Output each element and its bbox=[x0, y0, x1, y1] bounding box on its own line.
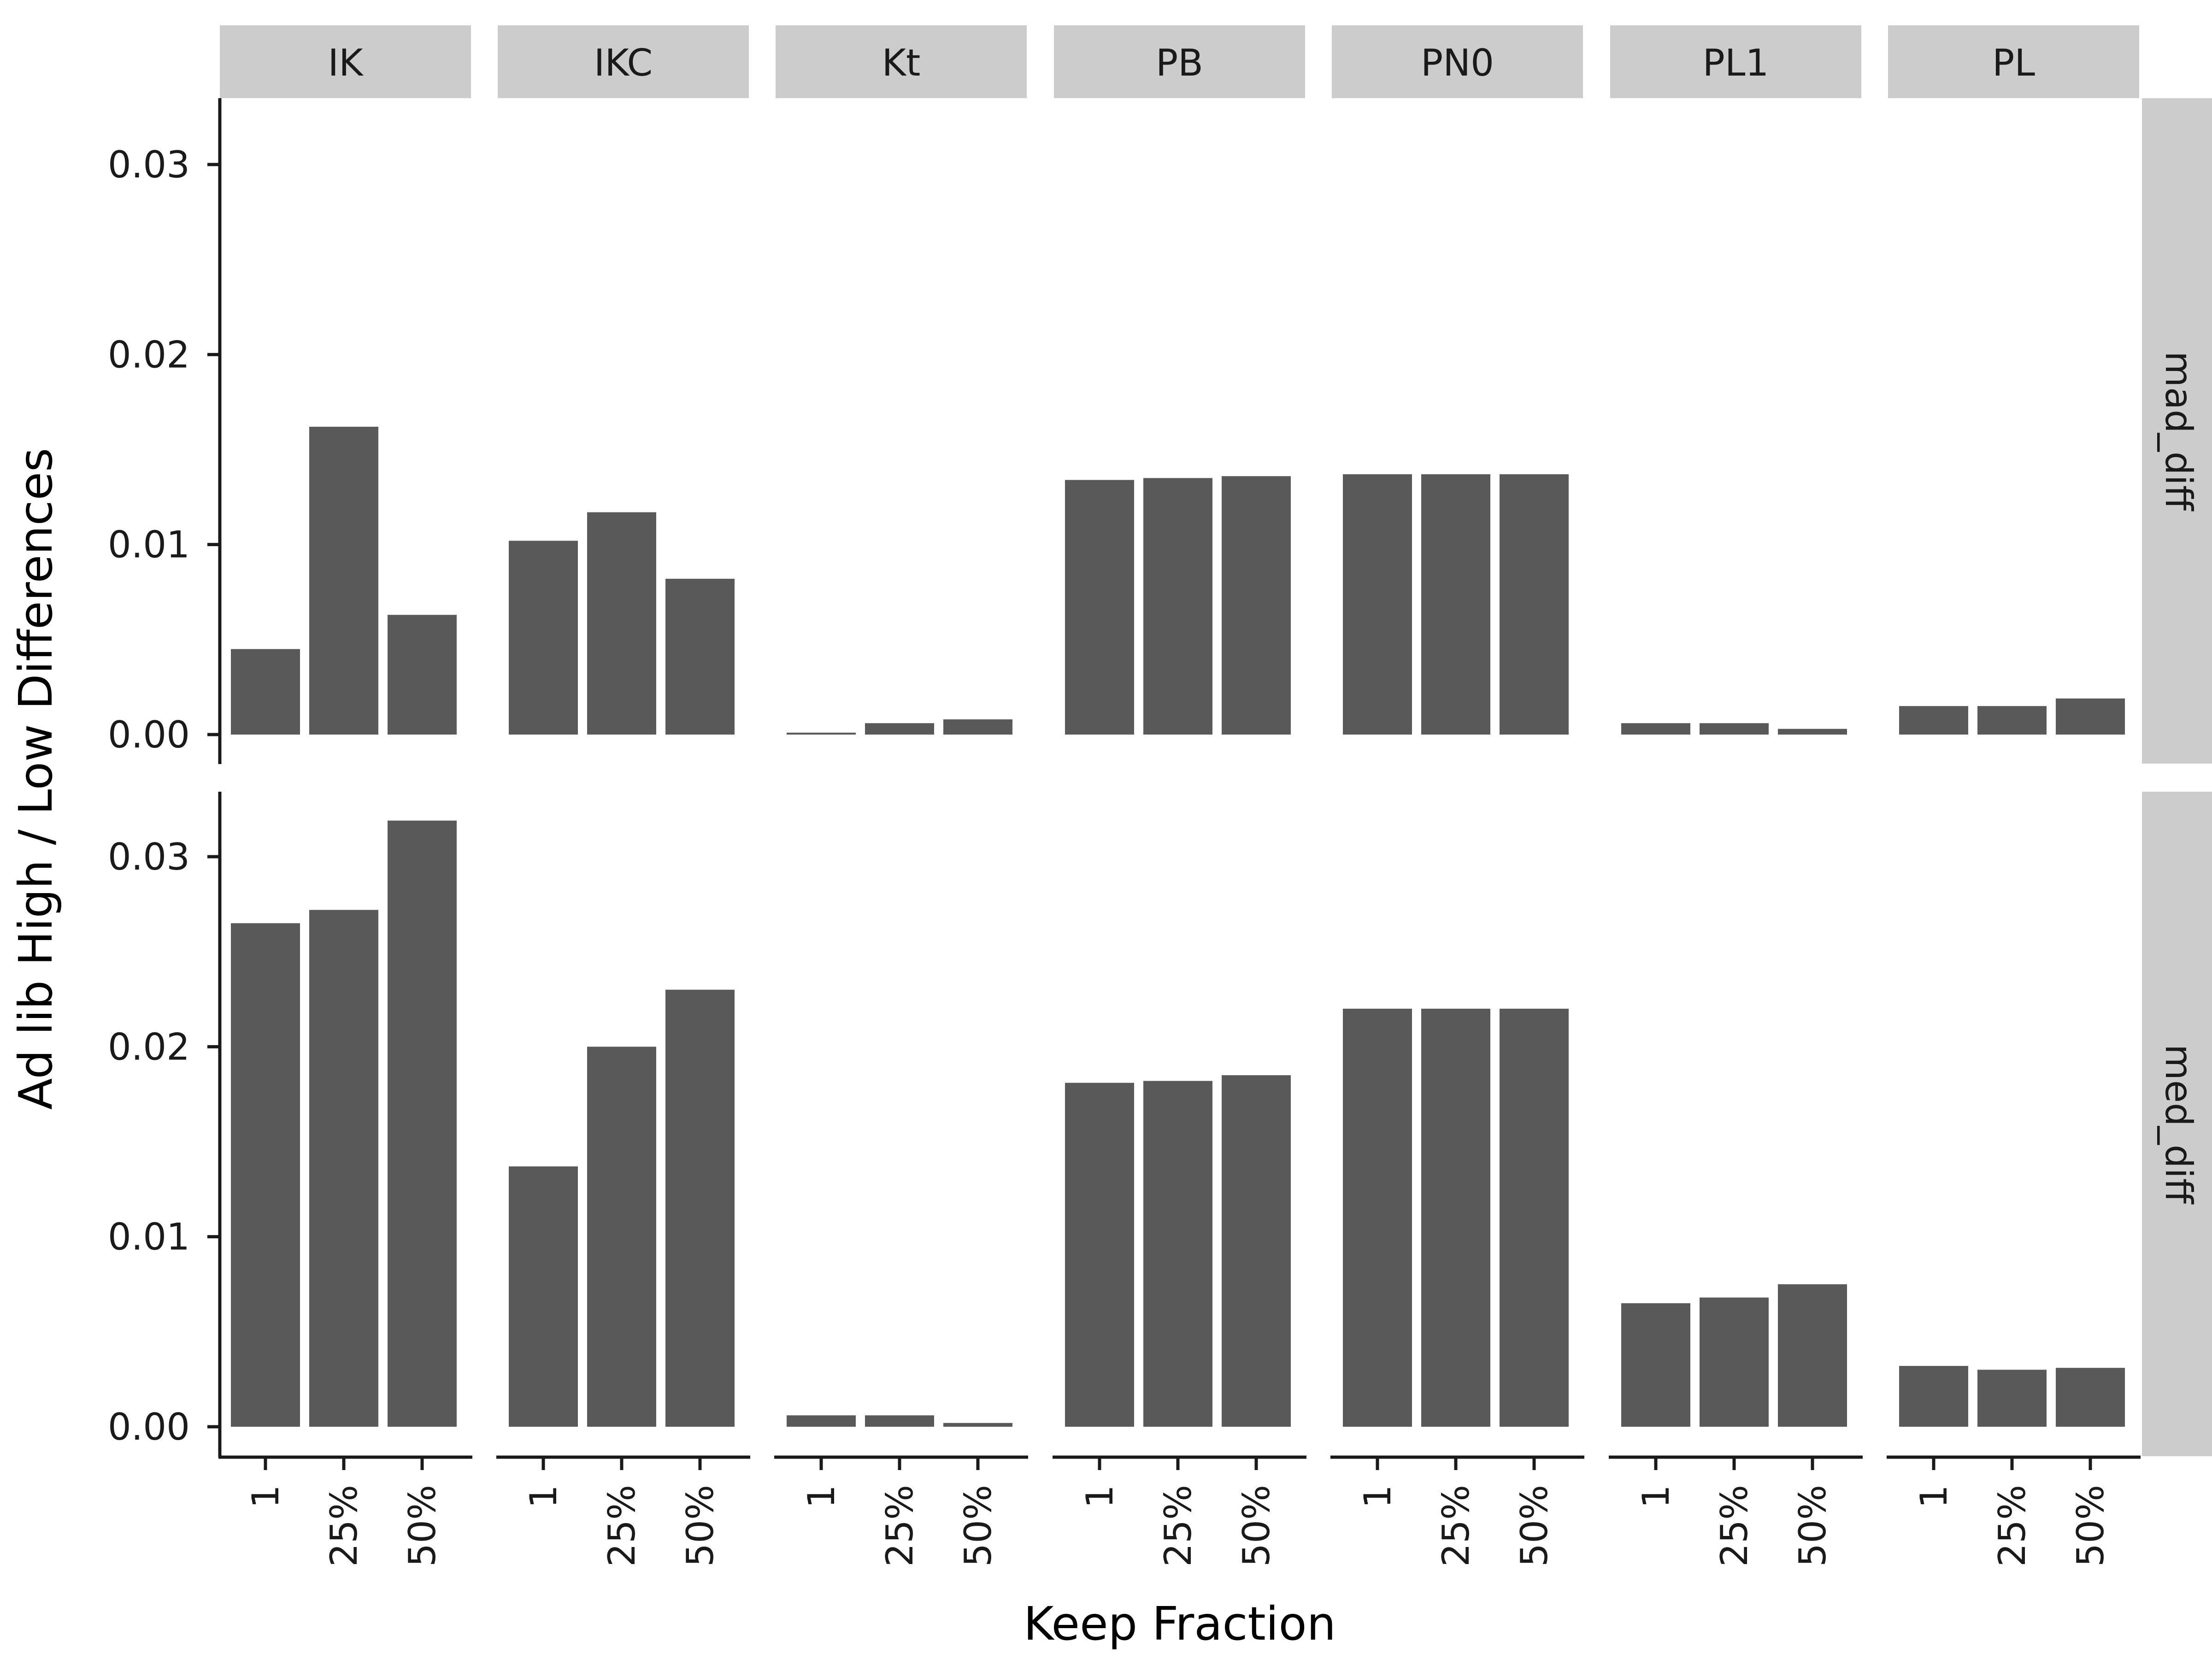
facet-strip-pl bbox=[1888, 25, 2139, 98]
bar-med-diff-pl-0 bbox=[1899, 1366, 1968, 1427]
x-tick-label: 50% bbox=[1235, 1485, 1278, 1567]
row-label-med-diff: med_diff bbox=[2157, 1044, 2200, 1205]
y-tick-label: 0.02 bbox=[108, 333, 190, 376]
bar-mad-diff-ik-1 bbox=[309, 427, 378, 735]
bar-med-diff-pn0-1 bbox=[1421, 1008, 1490, 1427]
bar-mad-diff-pl1-2 bbox=[1778, 729, 1847, 735]
x-tick-label: 25% bbox=[1991, 1485, 2034, 1567]
bar-mad-diff-pl-0 bbox=[1899, 706, 1968, 735]
x-tick-label: 1 bbox=[1912, 1485, 1955, 1508]
x-tick-label: 1 bbox=[1635, 1485, 1677, 1508]
bar-mad-diff-kt-1 bbox=[865, 723, 934, 735]
facet-label-pb: PB bbox=[1156, 41, 1203, 84]
bar-med-diff-kt-2 bbox=[943, 1423, 1012, 1427]
y-axis-ticks: 0.00 0.01 0.02 0.03 0.00 0.01 0.02 0.03 bbox=[108, 143, 220, 1448]
x-tick-label: 25% bbox=[1435, 1485, 1477, 1567]
bar-mad-diff-pl1-0 bbox=[1621, 723, 1690, 735]
bar-med-diff-ikc-0 bbox=[509, 1166, 578, 1427]
facet-strip-pl1 bbox=[1610, 25, 1861, 98]
bar-mad-diff-pl-1 bbox=[1977, 706, 2047, 735]
bar-mad-diff-ikc-2 bbox=[665, 578, 735, 735]
x-tick-label: 50% bbox=[2069, 1485, 2112, 1567]
y-tick-label: 0.01 bbox=[108, 1216, 190, 1259]
x-tick-label: 50% bbox=[957, 1485, 1000, 1567]
x-tick-label: 1 bbox=[244, 1485, 287, 1508]
bar-mad-diff-pb-1 bbox=[1143, 478, 1212, 735]
column-strips: IK IKC Kt PB PN0 PL1 PL bbox=[220, 25, 2139, 98]
x-tick-label: 25% bbox=[1157, 1485, 1200, 1567]
x-axis-ticks: 1 25% 50% 1 25% 50% 1 25% 50% 1 25% 50% 1 25% 50% 1 25% 5… bbox=[244, 1457, 2112, 1567]
y-axis-title: Ad lib High / Low Differences bbox=[9, 448, 63, 1110]
x-tick-label: 1 bbox=[522, 1485, 565, 1508]
bar-med-diff-ikc-1 bbox=[587, 1047, 656, 1427]
bars bbox=[231, 427, 2125, 1427]
bar-med-diff-pl-2 bbox=[2056, 1368, 2125, 1427]
bar-mad-diff-ik-0 bbox=[231, 649, 300, 735]
bar-mad-diff-pb-2 bbox=[1222, 476, 1291, 735]
facet-label-pl: PL bbox=[1992, 41, 2035, 84]
bar-med-diff-pl1-0 bbox=[1621, 1303, 1690, 1427]
y-tick-label: 0.01 bbox=[108, 524, 190, 566]
bar-med-diff-pb-1 bbox=[1143, 1081, 1212, 1427]
bar-mad-diff-kt-0 bbox=[787, 732, 856, 735]
x-tick-label: 1 bbox=[800, 1485, 843, 1508]
facet-strip-pb bbox=[1054, 25, 1305, 98]
bar-med-diff-ikc-2 bbox=[665, 989, 735, 1427]
bar-med-diff-pl1-2 bbox=[1778, 1284, 1847, 1427]
bar-mad-diff-pn0-2 bbox=[1500, 474, 1569, 735]
bar-med-diff-ik-0 bbox=[231, 923, 300, 1427]
x-tick-label: 25% bbox=[323, 1485, 365, 1567]
bar-med-diff-pb-2 bbox=[1222, 1075, 1291, 1427]
bar-mad-diff-pn0-0 bbox=[1343, 474, 1412, 735]
facet-label-pn0: PN0 bbox=[1421, 41, 1494, 84]
bar-med-diff-pl1-1 bbox=[1700, 1297, 1769, 1427]
bar-med-diff-kt-1 bbox=[865, 1415, 934, 1427]
bar-med-diff-pn0-0 bbox=[1343, 1008, 1412, 1427]
y-tick-label: 0.02 bbox=[108, 1025, 190, 1068]
row-strips: mad_diff med_diff bbox=[2142, 98, 2212, 1456]
x-tick-label: 50% bbox=[1791, 1485, 1834, 1567]
bar-med-diff-pl-1 bbox=[1977, 1370, 2047, 1427]
y-tick-label: 0.00 bbox=[108, 713, 190, 756]
x-axis-title: Keep Fraction bbox=[1024, 1597, 1336, 1651]
y-tick-label: 0.00 bbox=[108, 1406, 190, 1448]
bar-med-diff-ik-1 bbox=[309, 910, 378, 1427]
bar-mad-diff-ikc-0 bbox=[509, 541, 578, 735]
facet-label-pl1: PL1 bbox=[1703, 41, 1769, 84]
row-strip-med-diff bbox=[2142, 792, 2212, 1456]
facet-strip-ik bbox=[220, 25, 471, 98]
facet-strip-ikc bbox=[498, 25, 749, 98]
bar-mad-diff-ik-2 bbox=[388, 615, 457, 735]
y-tick-label: 0.03 bbox=[108, 143, 190, 186]
x-tick-label: 50% bbox=[401, 1485, 444, 1567]
facet-strip-pn0 bbox=[1332, 25, 1583, 98]
bar-mad-diff-pl1-1 bbox=[1700, 723, 1769, 735]
x-tick-label: 1 bbox=[1356, 1485, 1399, 1508]
bar-med-diff-pb-0 bbox=[1065, 1082, 1134, 1427]
x-tick-label: 50% bbox=[679, 1485, 722, 1567]
x-tick-label: 25% bbox=[1713, 1485, 1756, 1567]
bar-mad-diff-pb-0 bbox=[1065, 480, 1134, 735]
facet-label-ik: IK bbox=[328, 41, 364, 84]
bar-med-diff-ik-2 bbox=[388, 820, 457, 1427]
row-label-mad-diff: mad_diff bbox=[2157, 351, 2200, 512]
x-tick-label: 25% bbox=[600, 1485, 643, 1567]
x-tick-label: 50% bbox=[1513, 1485, 1556, 1567]
row-strip-mad-diff bbox=[2142, 98, 2212, 764]
bar-mad-diff-pn0-1 bbox=[1421, 474, 1490, 735]
facet-strip-kt bbox=[776, 25, 1027, 98]
facet-label-ikc: IKC bbox=[594, 41, 653, 84]
facet-label-kt: Kt bbox=[882, 41, 921, 84]
bar-med-diff-pn0-2 bbox=[1500, 1008, 1569, 1427]
x-tick-label: 25% bbox=[878, 1485, 921, 1567]
x-tick-label: 1 bbox=[1078, 1485, 1121, 1508]
bar-mad-diff-ikc-1 bbox=[587, 512, 656, 735]
bar-med-diff-kt-0 bbox=[787, 1415, 856, 1427]
bar-mad-diff-pl-2 bbox=[2056, 698, 2125, 735]
y-tick-label: 0.03 bbox=[108, 835, 190, 878]
bar-mad-diff-kt-2 bbox=[943, 719, 1012, 735]
